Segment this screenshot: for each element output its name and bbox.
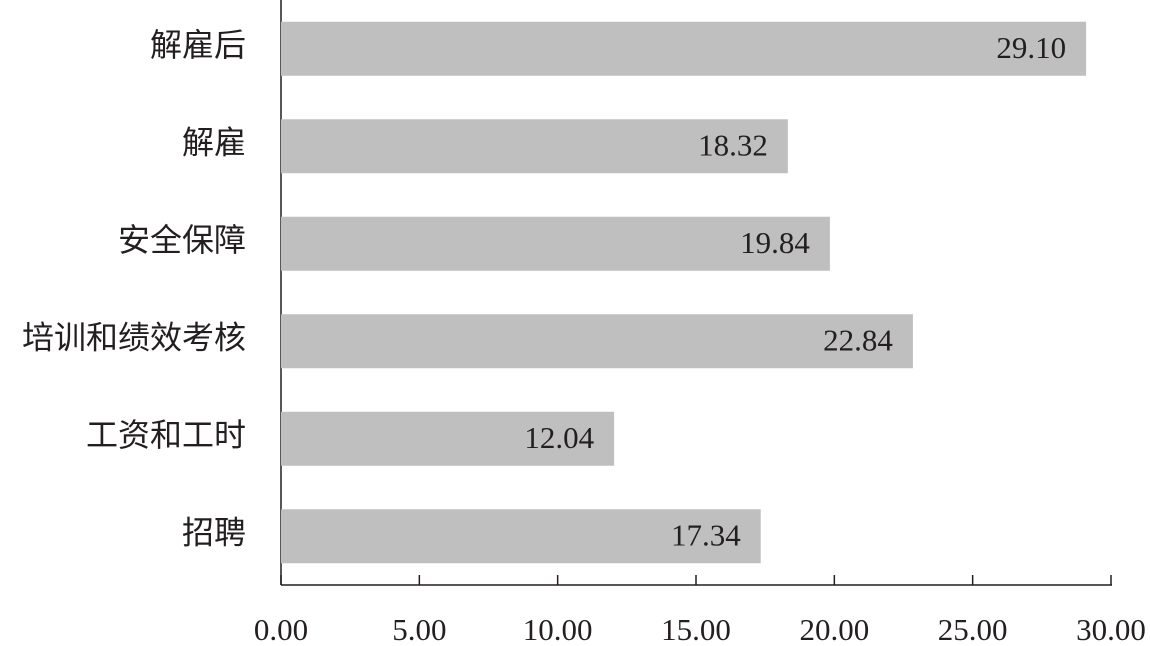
value-label: 12.04: [524, 420, 594, 455]
value-label: 18.32: [698, 127, 768, 162]
x-tick-label: 30.00: [1076, 612, 1146, 646]
y-tick-label: 解雇后: [150, 27, 246, 63]
x-tick-label: 15.00: [661, 612, 731, 646]
x-tick-label: 0.00: [254, 612, 308, 646]
y-tick-label: 招聘: [182, 515, 246, 551]
bar: [281, 216, 830, 271]
x-tick-label: 25.00: [938, 612, 1008, 646]
value-label: 29.10: [996, 30, 1066, 65]
y-tick-label: 培训和绩效考核: [22, 320, 246, 356]
bar: [281, 411, 615, 466]
x-tick-label: 5.00: [392, 612, 446, 646]
value-label: 19.84: [740, 225, 810, 260]
y-tick-label: 安全保障: [118, 222, 246, 258]
bar: [281, 509, 761, 564]
bar: [281, 21, 1087, 76]
y-tick-label: 解雇: [182, 125, 246, 161]
y-tick-label: 工资和工时: [86, 417, 246, 453]
x-tick-label: 10.00: [523, 612, 593, 646]
x-tick-label: 20.00: [799, 612, 869, 646]
bar: [281, 119, 788, 174]
bar: [281, 314, 913, 369]
value-label: 22.84: [823, 322, 893, 357]
value-label: 17.34: [671, 517, 741, 552]
